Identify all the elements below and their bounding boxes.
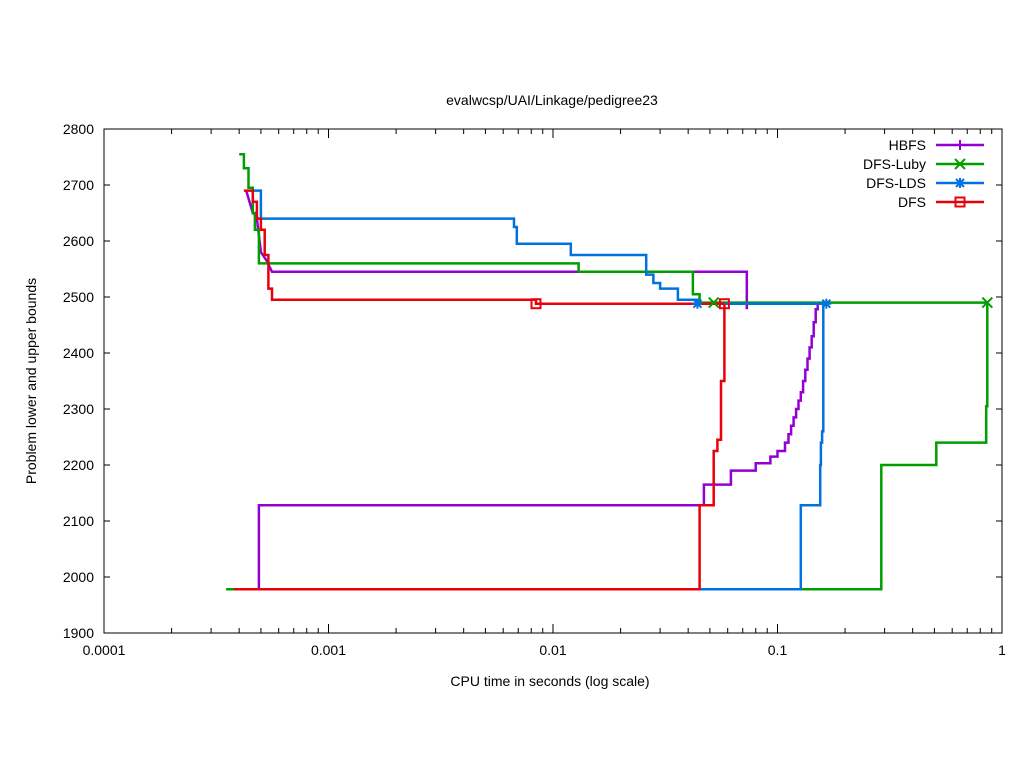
series-lower-bound-dfs-luby	[226, 302, 989, 591]
y-tick-label: 2500	[63, 289, 94, 305]
series-marker-dfs	[530, 298, 542, 310]
series-upper-bound-dfs-luby	[239, 152, 987, 304]
series-marker-dfs-lds	[692, 298, 703, 309]
series-lower-bound-dfs-lds	[699, 303, 825, 591]
plot-frame	[103, 128, 1003, 634]
legend: HBFS DFS-Luby DFS-LDS DFS	[863, 137, 984, 210]
legend-label-hbfs: HBFS	[889, 137, 926, 153]
legend-marker-dfs	[954, 196, 966, 208]
x-tick-label: 0.0001	[83, 642, 126, 658]
series-upper-bound-dfs	[243, 189, 725, 305]
axis-ticks: 1900 2000 2100 2200 2300 2400 2500 2600 2700 2800…	[63, 121, 1006, 658]
series-upper-bound-hbfs	[245, 190, 749, 310]
legend-label-dfs: DFS	[898, 194, 926, 210]
legend-marker-dfs-luby	[954, 158, 966, 170]
y-tick-label: 2100	[63, 513, 94, 529]
series-marker-dfs-luby	[981, 296, 994, 309]
y-tick-label: 2200	[63, 457, 94, 473]
series-marker-dfs-lds	[821, 298, 832, 309]
x-tick-label: 1	[998, 642, 1006, 658]
y-tick-label: 2400	[63, 345, 94, 361]
y-axis-label: Problem lower and upper bounds	[23, 278, 39, 484]
series-marker-dfs	[718, 298, 730, 310]
series-markers	[530, 296, 994, 310]
series-upper-bound-dfs-lds	[250, 189, 828, 305]
legend-marker-hbfs	[955, 140, 965, 150]
legend-label-dfs-lds: DFS-LDS	[866, 175, 926, 191]
series-lines	[226, 152, 989, 591]
legend-marker-dfs-lds	[955, 178, 965, 188]
x-tick-label: 0.001	[311, 642, 346, 658]
y-tick-label: 2600	[63, 233, 94, 249]
y-tick-label: 2300	[63, 401, 94, 417]
y-tick-label: 1900	[63, 625, 94, 641]
y-tick-label: 2800	[63, 121, 94, 137]
series-lower-bound-hbfs	[257, 303, 819, 590]
chart-title: evalwcsp/UAI/Linkage/pedigree23	[446, 92, 658, 108]
y-tick-label: 2000	[63, 569, 94, 585]
x-tick-label: 0.01	[539, 642, 566, 658]
series-marker-dfs-luby	[708, 296, 720, 309]
x-tick-label: 0.1	[768, 642, 788, 658]
x-axis-label: CPU time in seconds (log scale)	[450, 673, 649, 689]
y-tick-label: 2700	[63, 177, 94, 193]
legend-label-dfs-luby: DFS-Luby	[863, 156, 926, 172]
series-lower-bound-dfs	[234, 303, 726, 591]
